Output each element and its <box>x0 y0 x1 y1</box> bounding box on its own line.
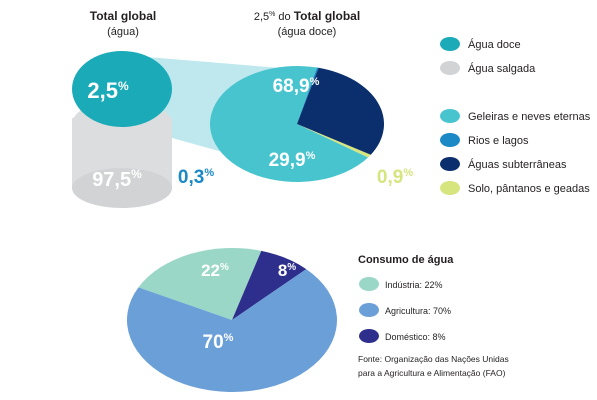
total-global-title: Total global <box>90 9 156 23</box>
legend-label-agua-salgada: Água salgada <box>468 62 536 75</box>
legend-swatch-agricultura <box>359 303 379 317</box>
slice-label-domestico: 8% <box>278 261 296 280</box>
legend-consumption-title: Consumo de água <box>358 254 454 266</box>
slice-label-agua-doce: 2,5% <box>87 78 129 103</box>
legend-water-type: Água doce Água salgada <box>440 37 536 75</box>
agua-doce-disk <box>72 51 172 127</box>
slice-agricultura <box>127 269 338 392</box>
slice-label-agricultura: 70% <box>203 332 234 353</box>
slice-geleiras <box>210 66 369 182</box>
slice-solo <box>297 124 371 158</box>
consumption-pie <box>127 247 338 392</box>
agua-doce-title: 2,5% do Total global <box>254 9 360 23</box>
fresh-water-pie <box>210 66 384 182</box>
slice-label-industria: 22% <box>201 261 229 280</box>
legend-swatch-subterraneas <box>440 157 460 171</box>
legend-swatch-geleiras <box>440 109 460 123</box>
legend-label-rios: Rios e lagos <box>468 135 529 147</box>
legend-label-solo: Solo, pântanos e geadas <box>468 183 590 195</box>
legend-swatch-agua-salgada <box>440 61 460 75</box>
legend-swatch-industria <box>359 277 379 291</box>
legend-swatch-domestico <box>359 329 379 343</box>
legend-label-subterraneas: Águas subterrâneas <box>468 158 567 171</box>
source-line-1: Fonte: Organização das Nações Unidas <box>358 354 509 364</box>
slice-label-solo: 0,9% <box>377 167 413 188</box>
legend-swatch-rios <box>440 133 460 147</box>
total-global-subtitle: (água) <box>107 26 139 38</box>
cylinder-chart: 2,5% 97,5% <box>72 51 172 208</box>
cylinder-bottom <box>72 168 172 208</box>
legend-label-agricultura: Agricultura: 70% <box>385 306 451 316</box>
slice-label-agua-salgada: 97,5% <box>92 167 142 191</box>
slice-label-geleiras: 68,9% <box>273 76 320 97</box>
legend-label-geleiras: Geleiras e neves eternas <box>468 111 591 123</box>
legend-fresh-water: Geleiras e neves eternas Rios e lagos Ág… <box>440 109 591 195</box>
slice-subterraneas <box>297 67 384 155</box>
slice-label-rios: 0,3% <box>178 167 214 188</box>
slice-rios <box>297 67 319 124</box>
legend-label-industria: Indústria: 22% <box>385 280 443 290</box>
agua-doce-subtitle: (água doce) <box>278 26 337 38</box>
source-line-2: para a Agricultura e Alimentação (FAO) <box>358 368 506 378</box>
legend-label-agua-doce: Água doce <box>468 38 521 51</box>
legend-label-domestico: Doméstico: 8% <box>385 332 446 342</box>
legend-consumption: Consumo de água Indústria: 22% Agricultu… <box>358 254 509 378</box>
slice-industria <box>138 247 262 320</box>
slice-label-subterraneas: 29,9% <box>269 150 316 171</box>
legend-swatch-agua-doce <box>440 37 460 51</box>
legend-swatch-solo <box>440 181 460 195</box>
slice-domestico <box>232 250 307 320</box>
